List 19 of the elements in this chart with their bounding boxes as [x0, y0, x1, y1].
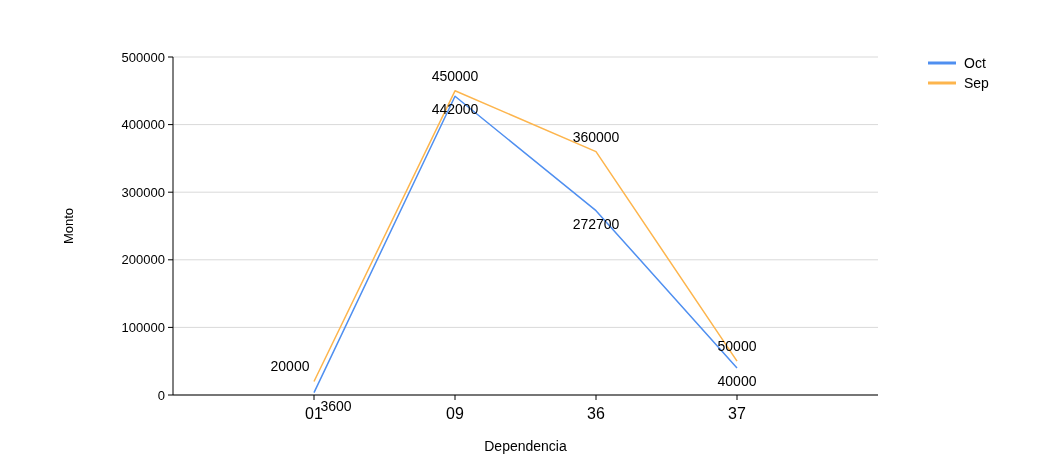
legend-label: Oct: [964, 54, 986, 71]
y-axis-title: Monto: [61, 207, 76, 245]
x-tick-label: 37: [728, 405, 746, 422]
y-tick-label: 0: [157, 387, 165, 403]
y-tick-label: 200000: [121, 252, 165, 268]
data-label: 3600: [320, 397, 352, 414]
data-label: 40000: [717, 372, 757, 389]
data-label: 360000: [572, 128, 620, 145]
x-axis-title: Dependencia: [484, 438, 567, 454]
y-tick-label: 300000: [121, 184, 165, 200]
x-tick-label: 01: [305, 405, 323, 422]
y-tick-label: 100000: [121, 319, 165, 335]
y-tick-label: 400000: [121, 117, 165, 133]
data-label: 450000: [431, 67, 479, 84]
x-tick-label: 36: [587, 405, 605, 422]
y-tick-label: 500000: [121, 49, 165, 65]
x-tick-label: 09: [446, 405, 464, 422]
legend-label: Sep: [964, 74, 990, 91]
data-label: 20000: [270, 358, 310, 375]
